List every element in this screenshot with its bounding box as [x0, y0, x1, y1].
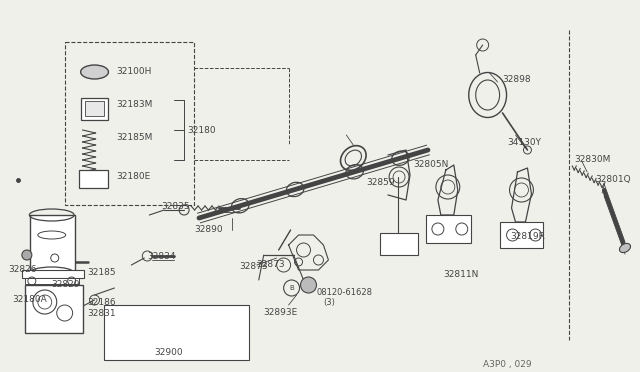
- Text: 32830M: 32830M: [574, 155, 611, 164]
- Bar: [426, 215, 471, 243]
- Text: 32801Q: 32801Q: [595, 175, 631, 184]
- Text: 32180E: 32180E: [116, 172, 150, 181]
- Text: 32186: 32186: [88, 298, 116, 307]
- Text: 32835: 32835: [161, 202, 190, 211]
- Text: 32873: 32873: [239, 262, 268, 271]
- Text: 32834: 32834: [147, 252, 176, 261]
- Bar: [500, 222, 543, 248]
- Text: 32185: 32185: [88, 268, 116, 277]
- Text: 32829: 32829: [52, 280, 80, 289]
- Text: 32898: 32898: [502, 75, 531, 84]
- Text: 32183M: 32183M: [116, 100, 153, 109]
- Text: 32826: 32826: [8, 265, 36, 274]
- Bar: [25, 285, 83, 333]
- Text: 32185M: 32185M: [116, 133, 153, 142]
- Circle shape: [301, 277, 316, 293]
- Bar: [25, 278, 79, 284]
- Ellipse shape: [81, 65, 108, 79]
- Text: 32811N: 32811N: [443, 270, 478, 279]
- Bar: [84, 101, 104, 116]
- Text: 32890: 32890: [194, 225, 223, 234]
- Text: A3P0 , 029: A3P0 , 029: [483, 360, 531, 369]
- Bar: [79, 170, 108, 188]
- Text: (3): (3): [323, 298, 335, 307]
- Text: 32100H: 32100H: [116, 67, 152, 76]
- Circle shape: [22, 250, 32, 260]
- Text: 32805N: 32805N: [413, 160, 449, 169]
- Text: 32180: 32180: [187, 126, 216, 135]
- Text: 32873: 32873: [257, 260, 285, 269]
- Text: 32831: 32831: [88, 309, 116, 318]
- Text: 32819R: 32819R: [511, 232, 545, 241]
- Text: 08120-61628: 08120-61628: [316, 288, 372, 297]
- Text: 34130Y: 34130Y: [508, 138, 541, 147]
- Text: 32180A: 32180A: [12, 295, 47, 304]
- Bar: [104, 305, 249, 360]
- Text: 32900: 32900: [154, 348, 183, 357]
- Text: 32893E: 32893E: [264, 308, 298, 317]
- Bar: [30, 215, 75, 273]
- Text: 32859: 32859: [366, 178, 395, 187]
- Text: B: B: [289, 285, 294, 291]
- Bar: [22, 270, 84, 278]
- Ellipse shape: [620, 243, 630, 253]
- Bar: [380, 233, 418, 255]
- Bar: [81, 98, 108, 120]
